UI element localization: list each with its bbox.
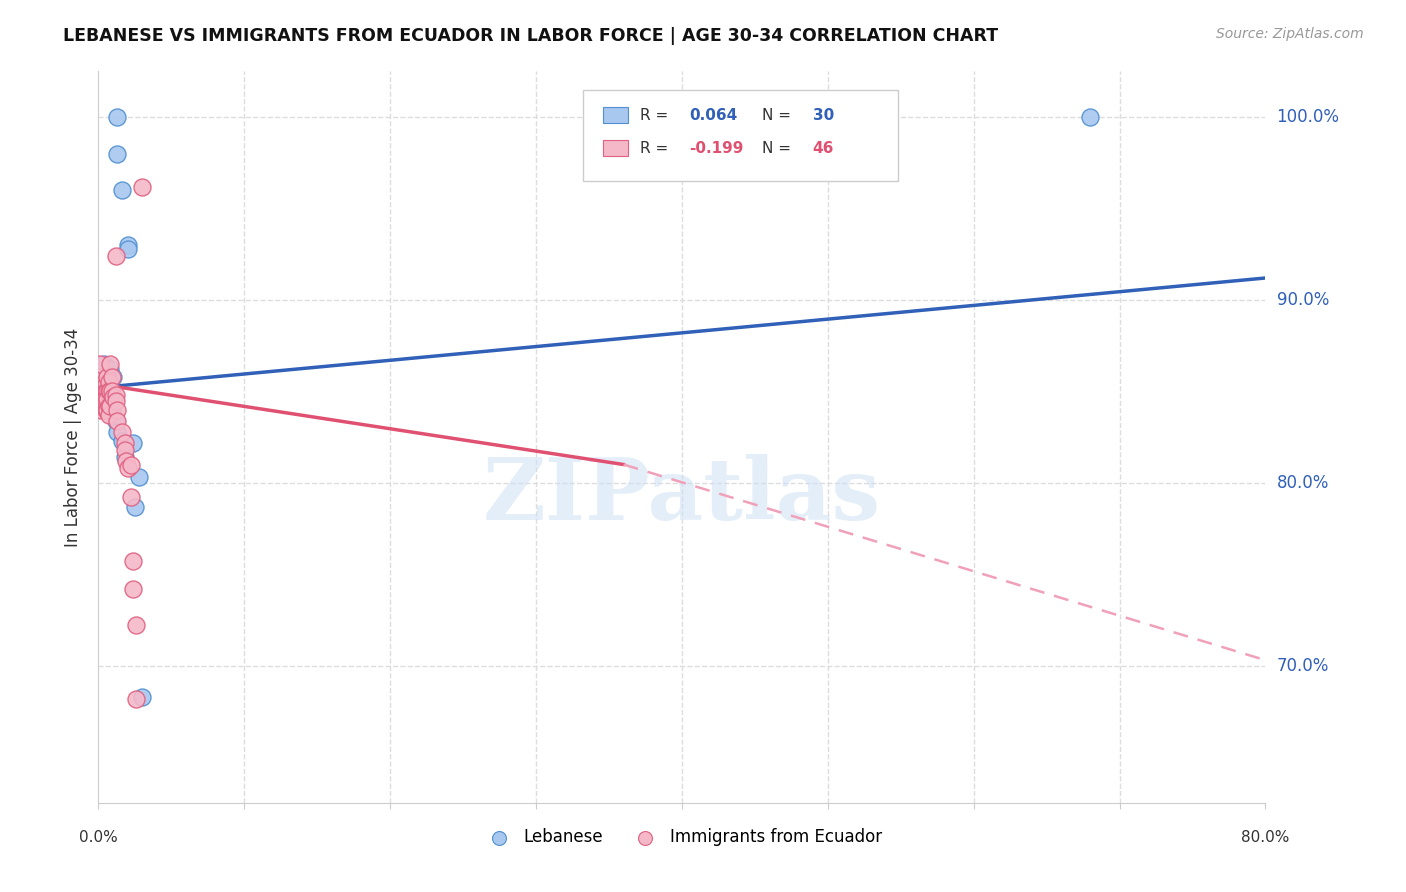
- Point: [90, 383, 112, 397]
- Point: [100, 402, 122, 417]
- Point: [122, 582, 145, 596]
- Point: [100, 384, 122, 399]
- Point: [104, 393, 127, 408]
- Point: [125, 618, 148, 632]
- Point: [131, 179, 153, 194]
- Point: [120, 458, 142, 472]
- Text: ZIPatlas: ZIPatlas: [482, 454, 882, 538]
- Point: [94, 377, 117, 392]
- Point: [114, 450, 136, 465]
- Point: [91, 377, 114, 392]
- Text: 90.0%: 90.0%: [1277, 291, 1329, 309]
- Point: [115, 454, 138, 468]
- Point: [96, 369, 118, 384]
- Point: [105, 110, 128, 124]
- Point: [101, 369, 124, 384]
- Point: [91, 375, 114, 389]
- Point: [94, 369, 117, 384]
- Point: [97, 399, 120, 413]
- Text: R =: R =: [640, 141, 673, 156]
- Text: N =: N =: [762, 141, 796, 156]
- Text: 70.0%: 70.0%: [1277, 657, 1329, 674]
- Point: [104, 414, 127, 428]
- Point: [91, 384, 114, 399]
- Point: [96, 392, 118, 406]
- Point: [104, 249, 127, 263]
- Point: [117, 461, 139, 475]
- Y-axis label: In Labor Force | Age 30-34: In Labor Force | Age 30-34: [65, 327, 83, 547]
- Text: 100.0%: 100.0%: [1277, 108, 1340, 126]
- Point: [90, 366, 112, 380]
- FancyBboxPatch shape: [582, 90, 898, 181]
- Text: R =: R =: [640, 108, 673, 123]
- Text: 0.0%: 0.0%: [79, 830, 118, 845]
- Point: [114, 435, 136, 450]
- Point: [93, 357, 115, 371]
- Point: [93, 393, 115, 408]
- Text: 46: 46: [813, 141, 834, 156]
- Point: [98, 357, 121, 371]
- Point: [111, 183, 134, 197]
- Point: [89, 369, 111, 384]
- Point: [125, 691, 148, 706]
- Point: [1080, 110, 1102, 124]
- Point: [128, 470, 150, 484]
- Text: 30: 30: [813, 108, 834, 123]
- Point: [94, 384, 117, 399]
- Point: [98, 399, 121, 413]
- Bar: [603, 140, 628, 156]
- Legend: Lebanese, Immigrants from Ecuador: Lebanese, Immigrants from Ecuador: [475, 822, 889, 853]
- Point: [120, 491, 142, 505]
- Point: [124, 500, 146, 514]
- Text: LEBANESE VS IMMIGRANTS FROM ECUADOR IN LABOR FORCE | AGE 30-34 CORRELATION CHART: LEBANESE VS IMMIGRANTS FROM ECUADOR IN L…: [63, 27, 998, 45]
- Point: [105, 414, 128, 428]
- Point: [97, 377, 120, 392]
- Point: [98, 384, 121, 399]
- Point: [101, 390, 124, 404]
- Point: [93, 388, 115, 402]
- Point: [105, 425, 128, 439]
- Point: [93, 369, 115, 384]
- Point: [122, 554, 145, 568]
- Point: [96, 369, 118, 384]
- Text: 80.0%: 80.0%: [1277, 474, 1329, 491]
- Bar: [603, 107, 628, 123]
- Point: [96, 384, 118, 399]
- Point: [97, 395, 120, 409]
- Point: [97, 375, 120, 389]
- Text: 0.064: 0.064: [689, 108, 737, 123]
- Point: [90, 388, 112, 402]
- Point: [111, 425, 134, 439]
- Text: N =: N =: [762, 108, 796, 123]
- Point: [104, 388, 127, 402]
- Point: [96, 402, 118, 417]
- Point: [97, 408, 120, 422]
- Point: [98, 362, 121, 376]
- Point: [117, 242, 139, 256]
- Point: [114, 442, 136, 457]
- Point: [100, 395, 122, 409]
- Point: [89, 357, 111, 371]
- Point: [97, 384, 120, 399]
- Point: [91, 362, 114, 376]
- Point: [96, 388, 118, 402]
- Text: -0.199: -0.199: [689, 141, 744, 156]
- Point: [105, 146, 128, 161]
- Point: [100, 369, 122, 384]
- Point: [94, 377, 117, 392]
- Point: [131, 690, 153, 704]
- Point: [94, 402, 117, 417]
- Text: Source: ZipAtlas.com: Source: ZipAtlas.com: [1216, 27, 1364, 41]
- Point: [111, 434, 134, 448]
- Point: [94, 384, 117, 399]
- Point: [105, 402, 128, 417]
- Point: [94, 390, 117, 404]
- Point: [122, 435, 145, 450]
- Text: 80.0%: 80.0%: [1241, 830, 1289, 845]
- Point: [94, 399, 117, 413]
- Point: [117, 238, 139, 252]
- Point: [90, 399, 112, 413]
- Point: [90, 402, 112, 417]
